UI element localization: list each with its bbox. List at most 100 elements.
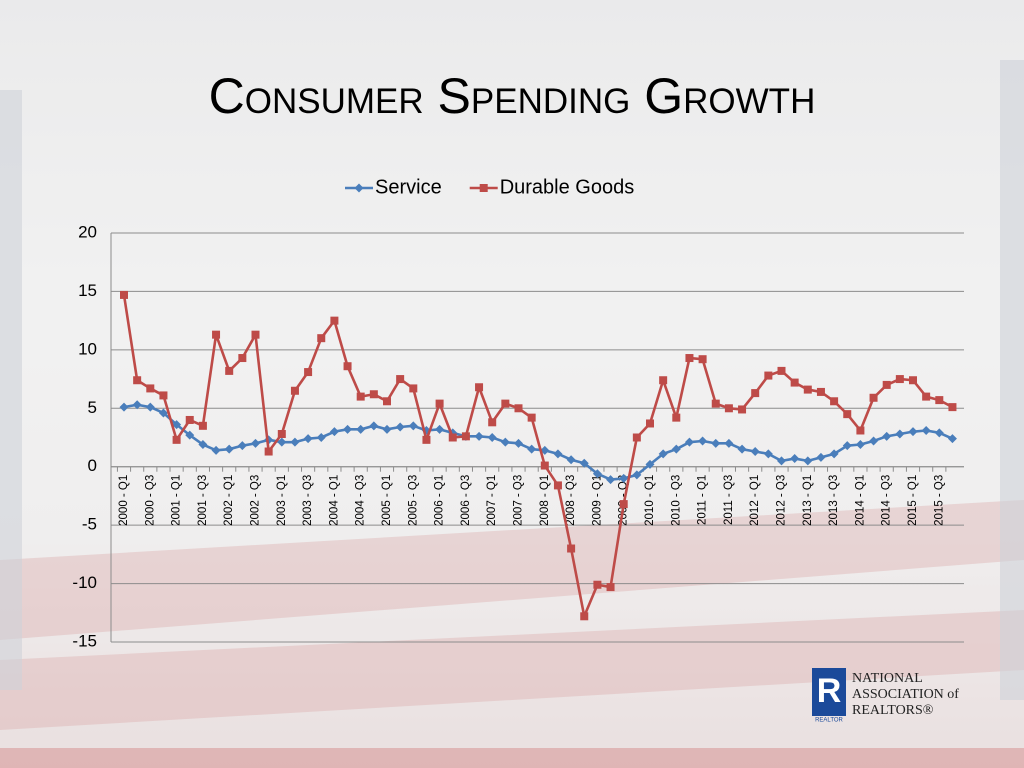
x-tick-label: 2004 - Q3 xyxy=(355,475,367,526)
point xyxy=(803,385,812,394)
point xyxy=(145,402,155,412)
point xyxy=(895,429,905,439)
logo-line: NATIONAL xyxy=(852,671,923,686)
x-tick-label: 2006 - Q3 xyxy=(460,475,472,526)
point xyxy=(947,434,957,444)
y-tick-label: -10 xyxy=(72,573,97,592)
x-tick-label: 2015 - Q3 xyxy=(933,475,945,526)
point xyxy=(304,368,313,377)
point xyxy=(646,419,654,428)
point xyxy=(738,405,747,414)
point xyxy=(882,380,891,389)
point xyxy=(487,433,497,442)
point xyxy=(763,449,773,459)
point xyxy=(803,456,813,466)
point xyxy=(566,455,576,465)
point xyxy=(383,397,391,406)
point xyxy=(343,362,352,371)
point xyxy=(764,371,773,380)
point xyxy=(356,424,366,434)
point xyxy=(619,500,628,509)
x-tick-label: 2003 - Q3 xyxy=(302,475,314,526)
point xyxy=(238,354,247,363)
point xyxy=(685,354,694,363)
point xyxy=(711,399,720,408)
point xyxy=(369,390,378,399)
point xyxy=(553,481,562,490)
point xyxy=(527,413,536,422)
point xyxy=(567,544,576,553)
point xyxy=(882,431,892,441)
point xyxy=(711,438,721,448)
x-tick-label: 2004 - Q1 xyxy=(328,475,340,526)
x-tick-label: 2000 - Q1 xyxy=(118,475,130,526)
logo-mark-box xyxy=(812,668,846,716)
point xyxy=(119,402,129,412)
point xyxy=(303,434,313,444)
point xyxy=(264,447,273,456)
point xyxy=(869,393,878,402)
x-tick-label: 2001 - Q3 xyxy=(197,475,209,526)
point xyxy=(606,475,616,485)
point xyxy=(408,421,418,431)
x-tick-label: 2008 - Q1 xyxy=(539,475,551,526)
point xyxy=(948,403,957,412)
y-tick-label: 10 xyxy=(78,339,97,358)
point xyxy=(329,427,339,437)
point xyxy=(132,400,142,410)
point xyxy=(382,424,392,434)
point xyxy=(316,433,326,442)
point xyxy=(185,430,195,440)
legend-label: Service xyxy=(375,176,442,198)
point xyxy=(474,431,484,441)
point xyxy=(251,438,260,448)
point xyxy=(843,410,852,419)
point xyxy=(856,426,865,435)
point xyxy=(921,425,931,435)
point xyxy=(422,435,431,444)
point xyxy=(869,436,879,446)
x-tick-label: 2001 - Q1 xyxy=(171,475,183,526)
point xyxy=(475,383,484,392)
point xyxy=(448,433,457,442)
logo-line: REALTORS® xyxy=(852,703,934,718)
slide-title: Consumer Spending Growth xyxy=(209,68,816,124)
point xyxy=(461,432,470,441)
point xyxy=(211,445,221,455)
point xyxy=(356,392,365,401)
point xyxy=(777,366,786,375)
point xyxy=(777,456,786,466)
x-tick-label: 2013 - Q3 xyxy=(828,475,840,526)
series-line xyxy=(122,294,954,618)
point xyxy=(251,330,260,339)
point xyxy=(501,399,510,408)
point xyxy=(435,424,445,434)
point xyxy=(672,413,681,422)
point xyxy=(580,612,589,621)
point xyxy=(698,436,708,446)
point xyxy=(842,441,852,451)
x-tick-label: 2011 - Q1 xyxy=(697,475,709,525)
x-tick-label: 2002 - Q3 xyxy=(250,475,262,526)
point xyxy=(593,580,602,589)
point xyxy=(658,449,668,459)
point xyxy=(514,438,523,448)
logo-sub: REALTOR xyxy=(815,718,843,724)
y-tick-label: 20 xyxy=(78,222,97,241)
point xyxy=(816,387,825,396)
point xyxy=(737,444,747,454)
point xyxy=(317,334,326,343)
point xyxy=(277,429,286,438)
point xyxy=(895,375,904,384)
point xyxy=(922,392,931,401)
point xyxy=(330,316,339,325)
point xyxy=(488,418,497,427)
point xyxy=(606,583,615,592)
point xyxy=(750,447,760,457)
point xyxy=(751,389,760,398)
point xyxy=(619,473,629,483)
point xyxy=(909,376,917,385)
point xyxy=(277,437,287,447)
x-tick-label: 2002 - Q1 xyxy=(223,475,235,526)
